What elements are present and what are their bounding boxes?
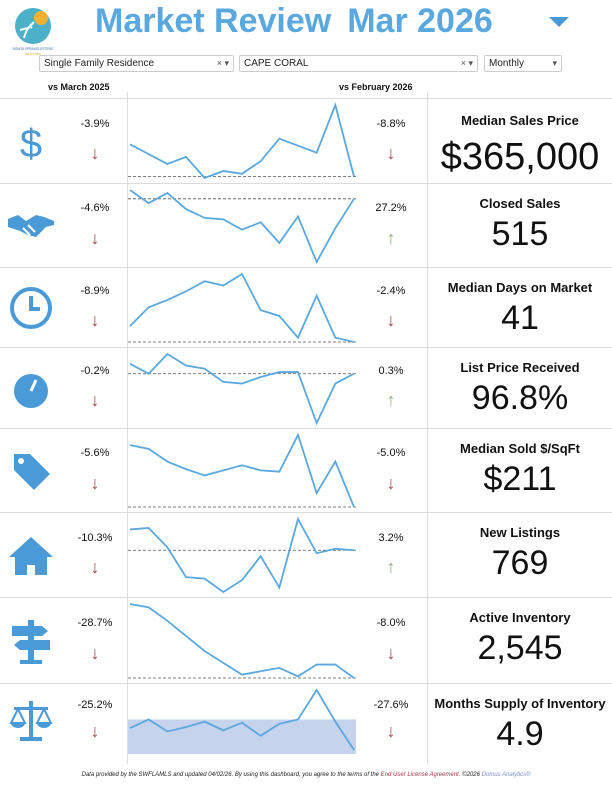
period-label: Mar 2026: [347, 2, 493, 40]
mom-down-arrow-icon: ↓: [386, 143, 396, 163]
scale-icon: [9, 701, 53, 741]
mom-down-arrow-icon: ↓: [386, 721, 396, 741]
gauge-icon: [14, 373, 48, 408]
page-title: Market Review Mar 2026: [95, 2, 493, 40]
sparkline-series: [129, 189, 355, 265]
metric-label: List Price Received: [460, 360, 580, 375]
handshake-icon: [8, 215, 54, 238]
sparkline-series: [129, 352, 355, 426]
mom-up-arrow-icon: ↑: [386, 228, 396, 248]
mom-change: -27.6%: [373, 699, 409, 711]
sparkline-chart: [128, 516, 356, 594]
yoy-down-arrow-icon: ↓: [90, 390, 100, 410]
metric-label: Median Days on Market: [447, 280, 593, 295]
mom-change: -2.4%: [376, 285, 406, 297]
eula-link[interactable]: End User License Agreement.: [380, 772, 461, 778]
mom-change: -8.0%: [376, 617, 406, 629]
sparkline-series: [129, 272, 355, 343]
sparkline-series: [129, 603, 355, 679]
metric-value: 2,545: [477, 629, 563, 667]
frequency-select[interactable]: Monthly ▾: [484, 55, 562, 72]
svg-text:$: $: [20, 122, 42, 166]
metric-value: 769: [491, 544, 549, 582]
city-select[interactable]: CAPE CORAL × ▾: [239, 55, 478, 72]
mom-down-arrow-icon: ↓: [386, 310, 396, 330]
mom-down-arrow-icon: ↓: [386, 473, 396, 493]
clear-and-chevron-icon[interactable]: × ▾: [216, 56, 229, 71]
metric-row: -10.3% ↓ 3.2% ↑ New Listings 769: [0, 512, 612, 597]
yoy-down-arrow-icon: ↓: [90, 228, 100, 248]
realtors-logo: BONITA SPRINGS-ESTERO REALTORS: [13, 8, 54, 56]
metric-value: 96.8%: [471, 379, 569, 417]
metric-label: Closed Sales: [479, 196, 561, 211]
mom-change: 3.2%: [378, 532, 404, 544]
clock-icon: [10, 287, 52, 329]
yoy-header: vs March 2025: [48, 82, 110, 92]
metric-value: 515: [491, 215, 549, 253]
yoy-change: -8.9%: [80, 285, 110, 297]
mom-change: -5.0%: [376, 447, 406, 459]
yoy-change: -0.2%: [80, 365, 110, 377]
sparkline-series: [129, 432, 355, 508]
sparkline-chart: [128, 688, 356, 754]
sparkline-chart: [128, 102, 356, 180]
sparkline-series: [129, 102, 355, 180]
yoy-change: -10.3%: [77, 532, 113, 544]
sparkline-series: [129, 516, 355, 594]
mom-change: 27.2%: [375, 202, 407, 214]
metric-row: $ -3.9% ↓ -8.8% ↓ Median Sales Price $36…: [0, 98, 612, 183]
house-icon: [9, 536, 53, 575]
metric-label: New Listings: [479, 525, 561, 540]
metric-label: Median Sales Price: [461, 113, 579, 128]
metric-row: -25.2% ↓ -27.6% ↓ Months Supply of Inven…: [0, 683, 612, 755]
metric-value: 4.9: [496, 715, 544, 753]
yoy-down-arrow-icon: ↓: [90, 310, 100, 330]
chevron-down-icon: ▾: [552, 56, 557, 71]
sparkline-chart: [128, 189, 356, 265]
signpost-icon: [12, 620, 50, 664]
mom-up-arrow-icon: ↑: [386, 557, 396, 577]
metric-value: $365,000: [440, 136, 600, 178]
sparkline-chart: [128, 352, 356, 426]
sparkline-chart: [128, 603, 356, 679]
yoy-change: -28.7%: [77, 617, 113, 629]
svg-text:BONITA SPRINGS-ESTERO: BONITA SPRINGS-ESTERO: [13, 47, 54, 51]
metric-row: -4.6% ↓ 27.2% ↑ Closed Sales 515: [0, 183, 612, 267]
metric-row: -0.2% ↓ 0.3% ↑ List Price Received 96.8%: [0, 347, 612, 428]
property-type-select[interactable]: Single Family Residence × ▾: [39, 55, 234, 72]
period-dropdown-caret-icon[interactable]: [549, 17, 569, 27]
mom-change: 0.3%: [378, 365, 404, 377]
mom-header: vs February 2026: [339, 82, 413, 92]
metric-row: -8.9% ↓ -2.4% ↓ Median Days on Market 41: [0, 267, 612, 347]
mom-down-arrow-icon: ↓: [386, 643, 396, 663]
mom-up-arrow-icon: ↑: [386, 390, 396, 410]
metric-label: Median Sold $/SqFt: [460, 441, 580, 456]
yoy-change: -25.2%: [77, 699, 113, 711]
yoy-down-arrow-icon: ↓: [90, 721, 100, 741]
yoy-down-arrow-icon: ↓: [90, 557, 100, 577]
metric-value: $211: [483, 460, 557, 498]
footer: Data provided by the SWFLAMLS and update…: [81, 772, 531, 778]
mom-change: -8.8%: [376, 118, 406, 130]
sparkline-series: [129, 688, 355, 751]
metric-value: 41: [501, 299, 539, 337]
yoy-down-arrow-icon: ↓: [90, 473, 100, 493]
yoy-change: -4.6%: [80, 202, 110, 214]
sparkline-chart: [128, 432, 356, 508]
clear-and-chevron-icon[interactable]: × ▾: [460, 56, 473, 71]
sparkline-chart: [128, 272, 356, 343]
dollar-icon: $: [20, 122, 42, 166]
svg-text:REALTORS: REALTORS: [25, 52, 41, 56]
yoy-down-arrow-icon: ↓: [90, 143, 100, 163]
metric-row: -28.7% ↓ -8.0% ↓ Active Inventory 2,545: [0, 597, 612, 683]
price-tag-icon: [14, 454, 50, 490]
yoy-change: -3.9%: [80, 118, 110, 130]
yoy-change: -5.6%: [80, 447, 110, 459]
domus-link[interactable]: Domus Analytics®: [481, 772, 531, 778]
metric-label: Months Supply of Inventory: [434, 696, 606, 711]
range-band: [128, 719, 356, 754]
yoy-down-arrow-icon: ↓: [90, 643, 100, 663]
metric-label: Active Inventory: [469, 610, 571, 625]
metric-row: -5.6% ↓ -5.0% ↓ Median Sold $/SqFt $211: [0, 428, 612, 512]
